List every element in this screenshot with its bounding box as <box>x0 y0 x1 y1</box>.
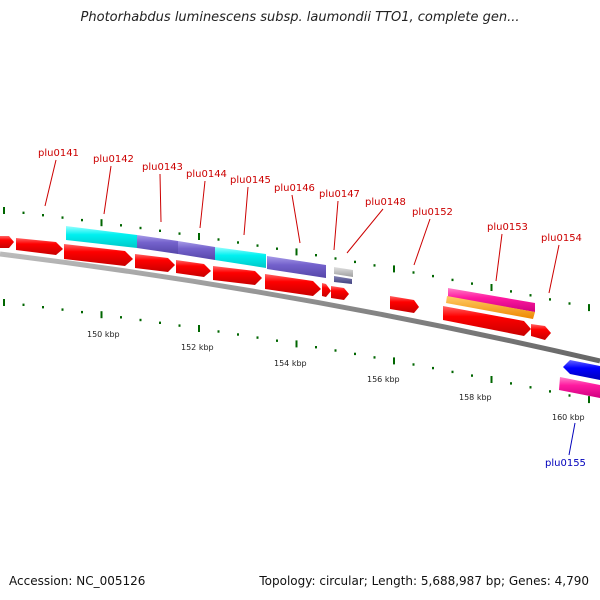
ruler-label-158kbp: 158 kbp <box>459 393 492 402</box>
ruler-label-150kbp: 150 kbp <box>87 330 120 339</box>
feature-red-2[interactable] <box>64 244 133 266</box>
feature-red-7[interactable] <box>322 283 331 297</box>
genome-summary-text: Topology: circular; Length: 5,688,987 bp… <box>259 574 589 588</box>
feature-red-3[interactable] <box>135 254 175 272</box>
gene-label-plu0141[interactable]: plu0141 <box>38 148 79 159</box>
feature-gray-0[interactable] <box>334 267 353 277</box>
gene-label-plu0143[interactable]: plu0143 <box>142 162 183 173</box>
upper-tick-row <box>3 207 590 312</box>
feature-blue-0[interactable] <box>563 360 600 380</box>
gene-label-plu0154[interactable]: plu0154 <box>541 233 582 244</box>
feature-red-5[interactable] <box>213 266 262 285</box>
genome-backbone <box>0 251 600 364</box>
label-leader-lines <box>44 159 576 456</box>
feature-red-10[interactable] <box>443 306 531 336</box>
lower-tick-row <box>3 299 590 404</box>
feature-red-1[interactable] <box>16 238 63 255</box>
ruler-label-156kbp: 156 kbp <box>367 375 400 384</box>
feature-red-6[interactable] <box>265 274 321 296</box>
accession-text: Accession: NC_005126 <box>9 574 146 588</box>
ruler-label-154kbp: 154 kbp <box>274 359 307 368</box>
feature-cyan-1[interactable] <box>215 247 266 268</box>
gene-label-plu0144[interactable]: plu0144 <box>186 169 227 180</box>
gene-label-plu0148[interactable]: plu0148 <box>365 197 406 208</box>
feature-red-4[interactable] <box>176 260 211 277</box>
ruler-labels: 150 kbp 152 kbp 154 kbp 156 kbp 158 kbp … <box>87 330 585 422</box>
feature-navy-0[interactable] <box>334 276 352 284</box>
feature-red-9[interactable] <box>390 296 419 313</box>
feature-red-0[interactable] <box>0 236 14 248</box>
gene-label-plu0152[interactable]: plu0152 <box>412 207 453 218</box>
forward-features <box>0 226 600 398</box>
feature-purple-2[interactable] <box>267 256 326 278</box>
feature-red-8[interactable] <box>331 286 349 300</box>
gene-label-plu0153[interactable]: plu0153 <box>487 222 528 233</box>
gene-label-plu0145[interactable]: plu0145 <box>230 175 271 186</box>
ruler-label-160kbp: 160 kbp <box>552 413 585 422</box>
feature-orange-0[interactable] <box>446 296 535 319</box>
map-title: Photorhabdus luminescens subsp. laumondi… <box>80 10 520 25</box>
ruler-label-152kbp: 152 kbp <box>181 343 214 352</box>
gene-labels: plu0141 plu0142 plu0143 plu0144 plu0145 … <box>38 148 586 469</box>
feature-magenta-1[interactable] <box>559 377 600 398</box>
feature-cyan-0[interactable] <box>66 226 137 248</box>
gene-label-plu0147[interactable]: plu0147 <box>319 189 360 200</box>
gene-label-plu0146[interactable]: plu0146 <box>274 183 315 194</box>
feature-purple-1[interactable] <box>178 241 215 260</box>
gene-label-plu0142[interactable]: plu0142 <box>93 154 134 165</box>
feature-magenta-0[interactable] <box>448 288 535 312</box>
feature-red-11[interactable] <box>531 324 551 340</box>
gene-label-plu0155[interactable]: plu0155 <box>545 458 586 469</box>
feature-purple-0[interactable] <box>137 235 178 254</box>
